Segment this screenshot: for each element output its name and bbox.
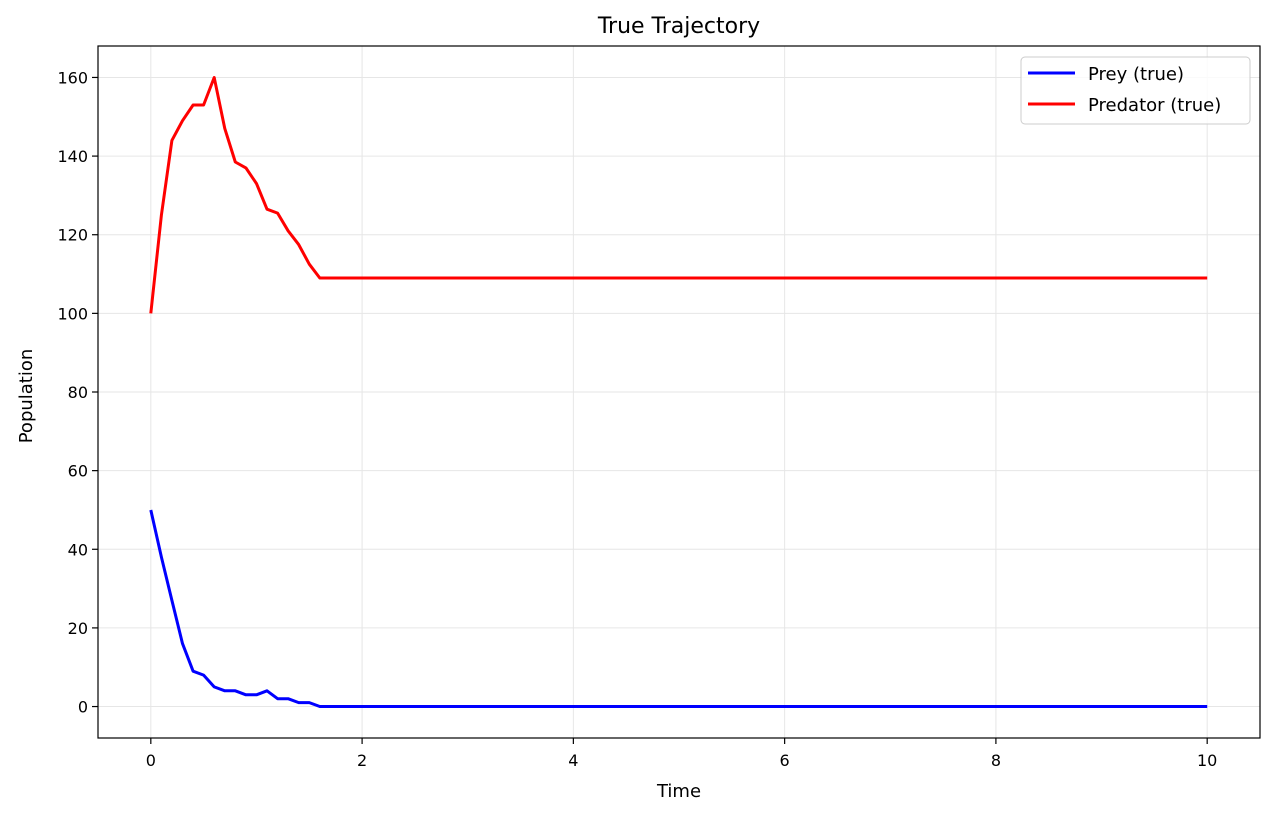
y-tick-label: 120 <box>57 226 88 245</box>
legend-box <box>1020 56 1251 125</box>
x-tick-label: 6 <box>780 751 790 770</box>
x-ticks: 0 2 4 6 8 10 <box>146 738 1217 770</box>
series-line-predator-true <box>149 76 1208 314</box>
x-tick-label: 8 <box>991 751 1001 770</box>
x-tick-label: 4 <box>568 751 578 770</box>
y-tick-label: 20 <box>68 619 88 638</box>
chart-title: True Trajectory <box>597 14 760 39</box>
legend-label-predator: Predator (true) <box>1088 95 1221 116</box>
y-tick-label: 0 <box>78 698 88 717</box>
y-tick-label: 40 <box>68 540 88 559</box>
series-line-prey-true <box>149 509 1208 708</box>
legend: Prey (true) Predator (true) <box>1020 56 1251 125</box>
y-tick-label: 140 <box>57 147 88 166</box>
x-tick-label: 2 <box>357 751 367 770</box>
y-axis-label: Population <box>16 349 37 444</box>
y-tick-label: 60 <box>68 462 88 481</box>
x-tick-label: 0 <box>146 751 156 770</box>
y-tick-label: 100 <box>57 304 88 323</box>
x-tick-label: 10 <box>1197 751 1217 770</box>
series-lines <box>149 76 1208 708</box>
legend-label-prey: Prey (true) <box>1088 64 1184 85</box>
grid <box>98 46 1260 738</box>
y-tick-label: 80 <box>68 383 88 402</box>
x-axis-label: Time <box>656 781 701 802</box>
y-ticks: 0 20 40 60 80 100 120 140 160 <box>57 68 98 717</box>
y-tick-label: 160 <box>57 68 88 87</box>
